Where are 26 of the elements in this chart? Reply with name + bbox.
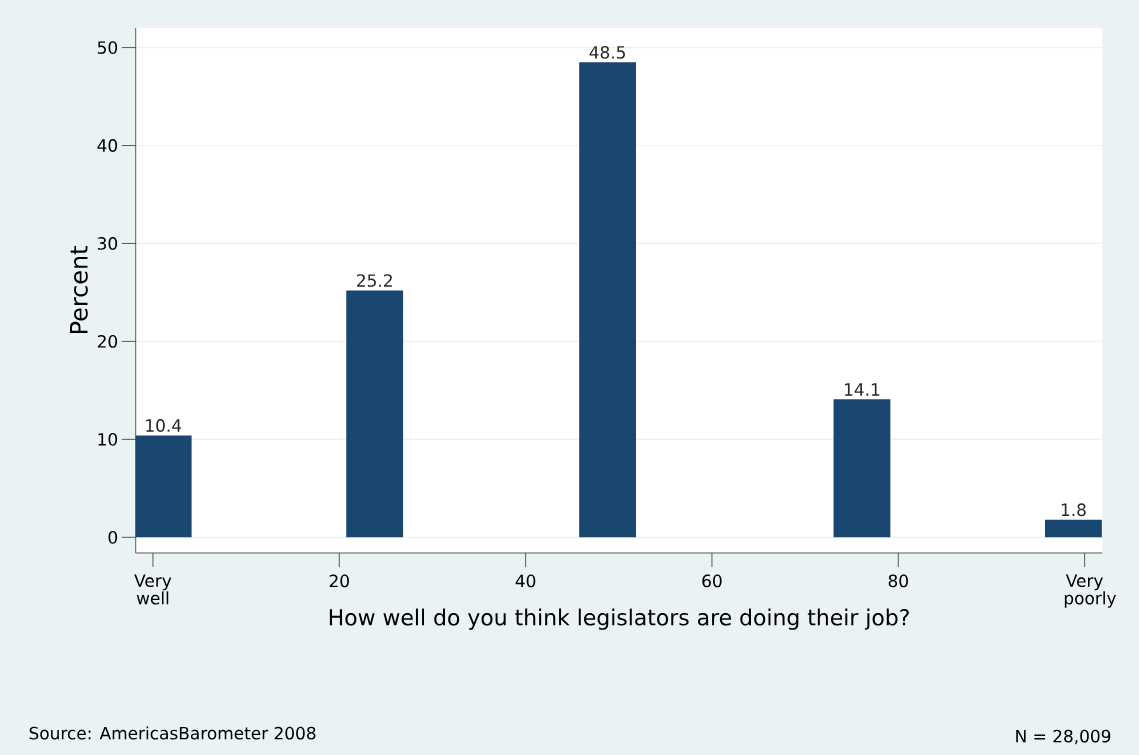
data-label: 1.8 xyxy=(1061,503,1086,517)
y-tick-label: 30 xyxy=(97,237,118,250)
y-axis-title: Percent xyxy=(70,246,88,334)
x-tick-label: Very well xyxy=(134,574,172,605)
x-tick-label: 80 xyxy=(888,574,908,588)
data-label: 10.4 xyxy=(146,419,182,432)
x-tick-label: 20 xyxy=(329,574,349,588)
y-tick-label: 0 xyxy=(108,530,118,544)
bar xyxy=(346,290,404,538)
x-axis-title: How well do you think legislators are doing their job? xyxy=(329,608,909,630)
text: N = 28,009 xyxy=(1016,729,1111,745)
bar xyxy=(833,399,891,538)
bar xyxy=(135,435,192,538)
bar xyxy=(579,62,637,538)
data-label: 48.5 xyxy=(589,45,625,59)
bar xyxy=(1045,519,1102,538)
x-tick-label: Very poorly xyxy=(1064,574,1117,608)
x-tick-label: 60 xyxy=(702,574,722,588)
y-tick-label: 40 xyxy=(97,139,118,152)
x-tick-label: 40 xyxy=(515,574,536,588)
y-tick-label: 10 xyxy=(98,432,118,446)
source-note: Source: AmericasBarometer 2008 xyxy=(29,726,316,740)
y-tick-label: 20 xyxy=(97,335,118,348)
data-label: 14.1 xyxy=(844,383,880,396)
data-label: 25.2 xyxy=(357,274,392,287)
y-tick-label: 50 xyxy=(97,41,118,54)
